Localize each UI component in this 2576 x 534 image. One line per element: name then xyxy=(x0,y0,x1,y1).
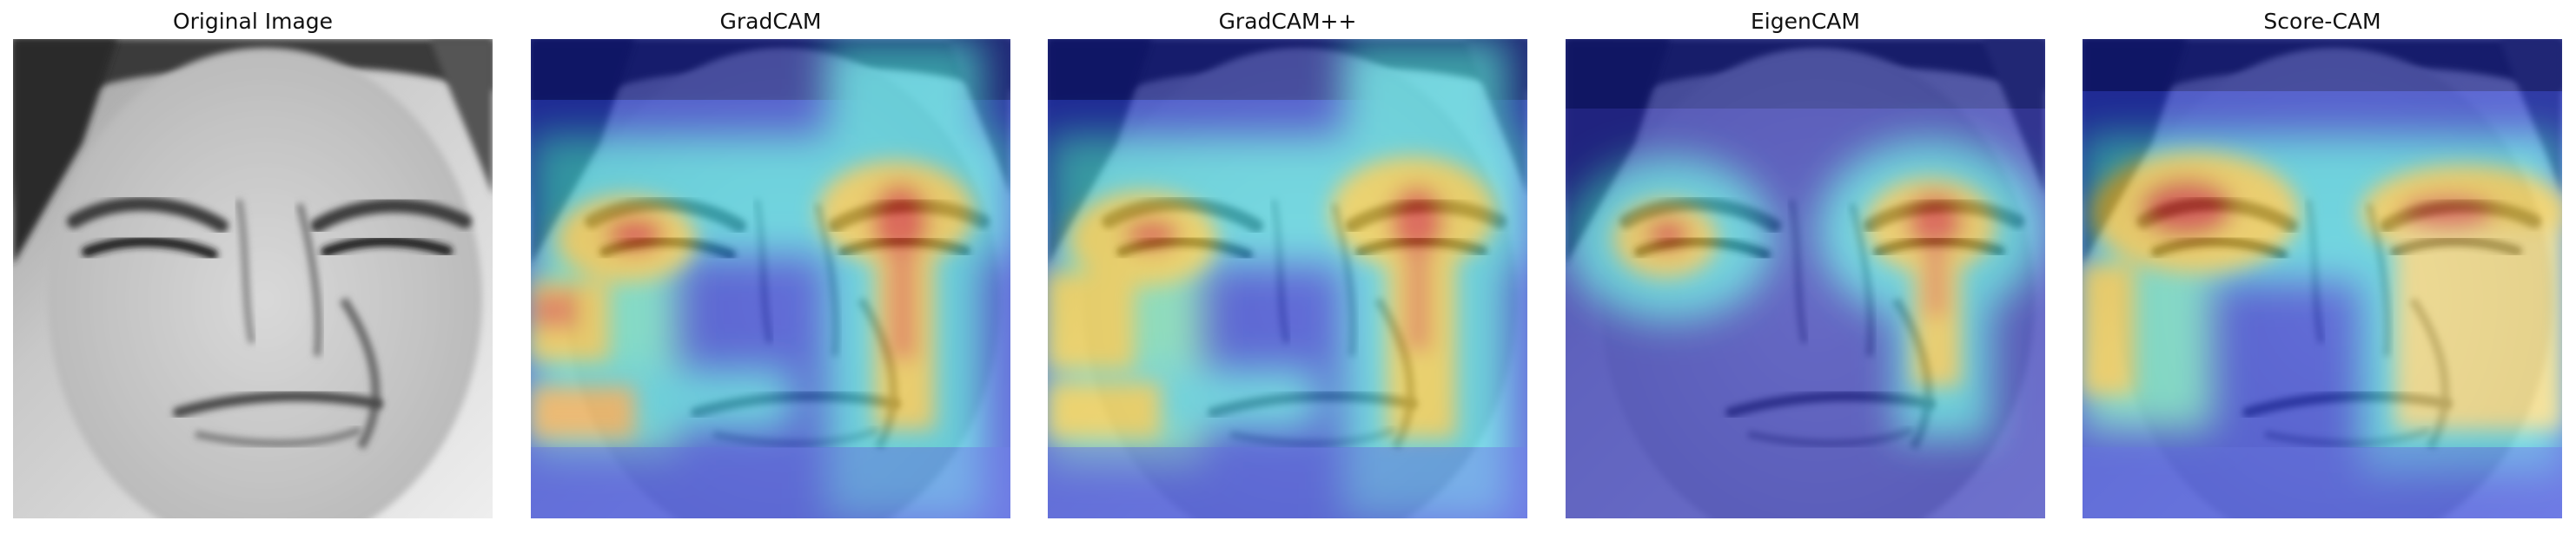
gradcam-heatmap-image xyxy=(531,39,1010,518)
panel-title-gradcampp: GradCAM++ xyxy=(1218,9,1357,34)
panel-title-gradcam: GradCAM xyxy=(719,9,822,34)
eigencam-heatmap-image xyxy=(1566,39,2045,518)
panel-gradcam: GradCAM xyxy=(531,0,1010,534)
panel-original: Original Image xyxy=(13,0,493,534)
panel-gradcampp: GradCAM++ xyxy=(1048,0,1527,534)
panel-title-original: Original Image xyxy=(172,9,334,34)
original-face-image xyxy=(13,39,493,518)
panel-scorecam: Score-CAM xyxy=(2083,0,2562,534)
gradcampp-heatmap-image xyxy=(1048,39,1527,518)
scorecam-heatmap-image xyxy=(2083,39,2562,518)
panel-title-eigencam: EigenCAM xyxy=(1751,9,1860,34)
panel-title-scorecam: Score-CAM xyxy=(2263,9,2381,34)
panel-eigencam: EigenCAM xyxy=(1566,0,2045,534)
